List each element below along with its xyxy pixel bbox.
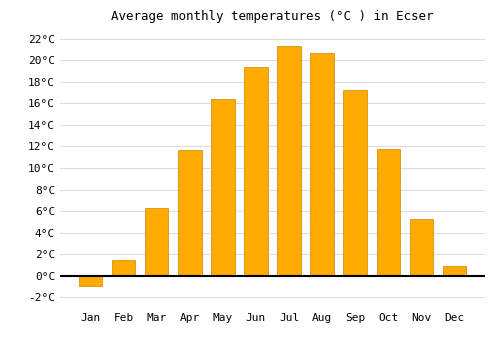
Bar — [410, 219, 432, 276]
Bar — [244, 67, 268, 276]
Bar — [278, 46, 300, 276]
Bar — [80, 276, 102, 286]
Bar — [442, 266, 466, 276]
Bar — [146, 208, 169, 276]
Title: Average monthly temperatures (°C ) in Ecser: Average monthly temperatures (°C ) in Ec… — [111, 10, 434, 23]
Bar — [376, 149, 400, 276]
Bar — [310, 53, 334, 276]
Bar — [344, 90, 366, 276]
Bar — [112, 260, 136, 276]
Bar — [212, 99, 234, 276]
Bar — [178, 150, 202, 276]
